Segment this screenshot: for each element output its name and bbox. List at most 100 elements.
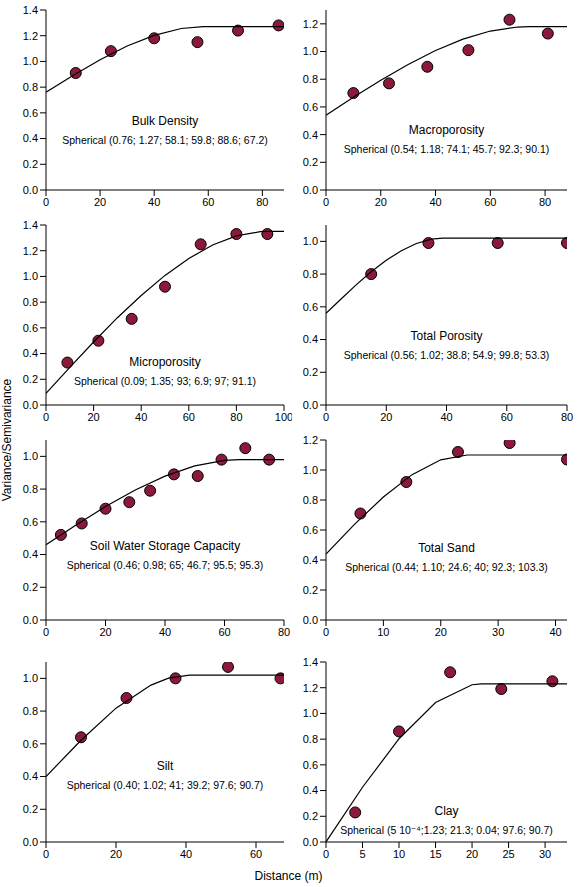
svg-text:0.4: 0.4 — [23, 770, 38, 782]
svg-text:0.4: 0.4 — [303, 784, 318, 796]
svg-text:0.8: 0.8 — [303, 73, 318, 85]
svg-text:1.2: 1.2 — [303, 18, 318, 30]
svg-text:1.2: 1.2 — [303, 434, 318, 446]
svg-text:0.0: 0.0 — [303, 399, 318, 411]
svg-text:30: 30 — [539, 848, 551, 860]
svg-text:0.6: 0.6 — [23, 107, 38, 119]
html-text:Bulk Density: Bulk Density — [131, 114, 199, 129]
svg-text:0: 0 — [323, 848, 329, 860]
svg-text:40: 40 — [440, 411, 452, 423]
svg-text:1.0: 1.0 — [303, 464, 318, 476]
svg-text:60: 60 — [218, 626, 230, 638]
svg-text:1.0: 1.0 — [303, 707, 318, 719]
svg-text:0.0: 0.0 — [303, 836, 318, 848]
svg-text:0.8: 0.8 — [23, 296, 38, 308]
svg-text:60: 60 — [250, 848, 262, 860]
svg-text:20: 20 — [87, 411, 99, 423]
svg-text:0.2: 0.2 — [23, 373, 38, 385]
svg-text:60: 60 — [183, 411, 195, 423]
svg-text:1.0: 1.0 — [23, 55, 38, 67]
svg-text:0.8: 0.8 — [23, 483, 38, 495]
svg-text:0.0: 0.0 — [23, 836, 38, 848]
svg-text:1.2: 1.2 — [23, 245, 38, 257]
svg-text:0.4: 0.4 — [23, 132, 38, 144]
svg-text:60: 60 — [501, 411, 513, 423]
svg-text:1.0: 1.0 — [23, 450, 38, 462]
svg-text:0.2: 0.2 — [303, 810, 318, 822]
svg-text:100: 100 — [275, 411, 292, 423]
svg-text:0.6: 0.6 — [303, 101, 318, 113]
svg-text:0: 0 — [43, 626, 49, 638]
svg-text:80: 80 — [278, 626, 290, 638]
svg-text:20: 20 — [380, 411, 392, 423]
svg-text:0.2: 0.2 — [303, 156, 318, 168]
svg-text:1.0: 1.0 — [303, 235, 318, 247]
svg-text:1.4: 1.4 — [23, 4, 38, 16]
svg-text:0.6: 0.6 — [23, 322, 38, 334]
svg-text:0.2: 0.2 — [23, 581, 38, 593]
svg-text:5: 5 — [359, 848, 365, 860]
svg-text:0.4: 0.4 — [23, 548, 38, 560]
svg-text:40: 40 — [429, 196, 441, 208]
svg-text:80: 80 — [539, 196, 551, 208]
svg-text:0.6: 0.6 — [23, 516, 38, 528]
svg-text:40: 40 — [180, 848, 192, 860]
svg-text:0.2: 0.2 — [303, 584, 318, 596]
svg-text:80: 80 — [230, 411, 242, 423]
svg-text:0: 0 — [43, 411, 49, 423]
svg-text:20: 20 — [466, 848, 478, 860]
svg-text:0: 0 — [323, 196, 329, 208]
svg-text:0: 0 — [323, 626, 329, 638]
svg-text:25: 25 — [502, 848, 514, 860]
svg-text:20: 20 — [94, 196, 106, 208]
svg-text:20: 20 — [110, 848, 122, 860]
svg-text:0.0: 0.0 — [23, 614, 38, 626]
svg-text:0.6: 0.6 — [303, 301, 318, 313]
svg-text:0.2: 0.2 — [303, 366, 318, 378]
svg-text:10: 10 — [393, 848, 405, 860]
svg-text:80: 80 — [561, 411, 569, 423]
svg-text:0.2: 0.2 — [23, 803, 38, 815]
svg-text:40: 40 — [159, 626, 171, 638]
svg-text:0.0: 0.0 — [303, 614, 318, 626]
svg-text:0.8: 0.8 — [303, 494, 318, 506]
svg-text:15: 15 — [429, 848, 441, 860]
svg-text:10: 10 — [377, 626, 389, 638]
svg-text:0: 0 — [323, 411, 329, 423]
svg-text:40: 40 — [549, 626, 561, 638]
svg-text:1.0: 1.0 — [303, 45, 318, 57]
svg-text:0: 0 — [43, 848, 49, 860]
svg-text:0.2: 0.2 — [23, 158, 38, 170]
svg-text:0.4: 0.4 — [303, 554, 318, 566]
svg-text:0.0: 0.0 — [303, 184, 318, 196]
svg-text:0.0: 0.0 — [23, 184, 38, 196]
svg-text:20: 20 — [435, 626, 447, 638]
svg-text:0.8: 0.8 — [23, 705, 38, 717]
svg-text:1.4: 1.4 — [23, 219, 38, 231]
svg-text:0.6: 0.6 — [303, 759, 318, 771]
svg-text:0.6: 0.6 — [23, 738, 38, 750]
svg-text:0.4: 0.4 — [23, 347, 38, 359]
svg-text:0: 0 — [43, 196, 49, 208]
svg-text:20: 20 — [375, 196, 387, 208]
svg-text:1.0: 1.0 — [23, 270, 38, 282]
svg-text:1.4: 1.4 — [303, 656, 318, 668]
svg-text:30: 30 — [492, 626, 504, 638]
svg-text:60: 60 — [484, 196, 496, 208]
svg-text:60: 60 — [202, 196, 214, 208]
svg-text:0.4: 0.4 — [303, 129, 318, 141]
svg-text:1.2: 1.2 — [23, 30, 38, 42]
svg-text:0.0: 0.0 — [23, 399, 38, 411]
svg-text:20: 20 — [99, 626, 111, 638]
svg-text:40: 40 — [148, 196, 160, 208]
svg-text:0.8: 0.8 — [303, 268, 318, 280]
svg-text:40: 40 — [135, 411, 147, 423]
svg-text:0.8: 0.8 — [303, 733, 318, 745]
svg-text:0.8: 0.8 — [23, 81, 38, 93]
svg-text:1.2: 1.2 — [303, 682, 318, 694]
svg-text:1.0: 1.0 — [23, 672, 38, 684]
svg-text:0.4: 0.4 — [303, 333, 318, 345]
html-text:Macroporosity: Macroporosity — [408, 123, 485, 138]
svg-text:80: 80 — [256, 196, 268, 208]
svg-text:0.6: 0.6 — [303, 524, 318, 536]
